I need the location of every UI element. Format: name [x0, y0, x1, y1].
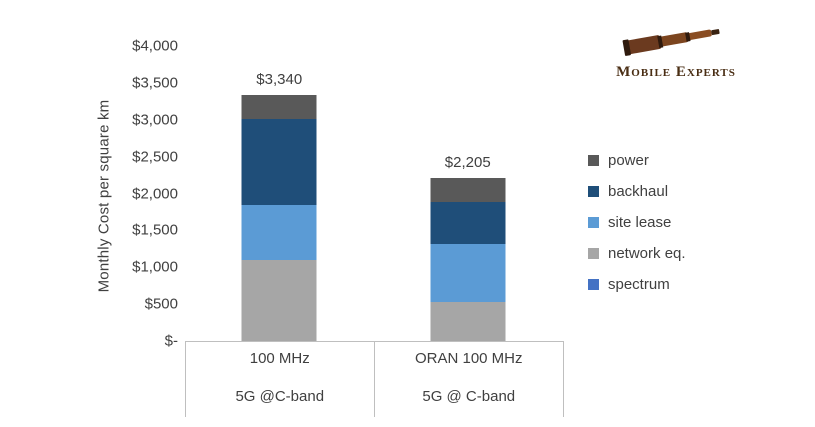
plot-area: $3,340 $2,205	[185, 46, 562, 341]
bar-segment-power	[241, 94, 317, 120]
legend-swatch	[588, 248, 599, 259]
legend-label: site lease	[608, 214, 672, 231]
legend: power backhaul site lease network eq. spectr…	[588, 152, 686, 293]
legend-item-network-eq-: network eq.	[588, 245, 686, 262]
legend-label: network eq.	[608, 245, 686, 262]
y-tick-label: $2,000	[132, 185, 178, 202]
legend-label: power	[608, 152, 649, 169]
y-tick-label: $500	[144, 295, 178, 313]
bar-segment-network-eq-	[241, 259, 317, 341]
stacked-bar-1	[430, 46, 506, 341]
category-axis-table: 100 MHz ORAN 100 MHz 5G @C-band 5G @ C-band	[185, 341, 564, 417]
category-label: ORAN 100 MHz	[414, 350, 523, 367]
legend-label: spectrum	[608, 276, 670, 293]
legend-item-backhaul: backhaul	[588, 183, 686, 200]
y-tick-label: $4,000	[132, 37, 178, 55]
legend-item-power: power	[588, 152, 686, 169]
mobile-experts-logo: Mobile Experts	[606, 20, 746, 81]
bar-slot-0: $3,340	[185, 46, 374, 341]
bar-segment-backhaul	[430, 202, 506, 245]
bar-segment-backhaul	[241, 119, 317, 205]
legend-swatch	[588, 186, 599, 197]
category-label: 100 MHz	[186, 342, 375, 375]
stacked-bar-0	[241, 46, 317, 341]
bar-segment-site-lease	[430, 244, 506, 303]
legend-swatch	[588, 155, 599, 166]
bar-segment-power	[430, 178, 506, 202]
telescope-icon	[622, 29, 720, 56]
y-tick-label: $1,500	[132, 221, 178, 239]
bar-slot-1: $2,205	[374, 46, 563, 341]
y-tick-label: $3,000	[132, 111, 178, 129]
legend-swatch	[588, 217, 599, 228]
y-axis-ticks: $- $500 $1,000 $1,500 $2,000 $2,500 $3,000 $3,5…	[104, 38, 178, 350]
bar-total-label: $2,205	[444, 154, 491, 172]
y-tick-label: $2,500	[132, 148, 178, 166]
y-tick-label: $1,000	[132, 258, 178, 276]
y-tick-label: $3,500	[132, 74, 178, 92]
legend-swatch	[588, 279, 599, 290]
bar-segment-network-eq-	[430, 302, 506, 341]
logo-text: Mobile Experts	[616, 64, 736, 80]
bar-total-label: $3,340	[256, 70, 303, 88]
category-label: 5G @C-band	[186, 375, 375, 417]
y-tick-label: $-	[164, 332, 178, 350]
bar-segment-site-lease	[241, 204, 317, 260]
legend-item-site-lease: site lease	[588, 214, 686, 231]
legend-label: backhaul	[608, 183, 669, 200]
category-label: 5G @ C-band	[422, 387, 516, 405]
legend-item-spectrum: spectrum	[588, 276, 686, 293]
